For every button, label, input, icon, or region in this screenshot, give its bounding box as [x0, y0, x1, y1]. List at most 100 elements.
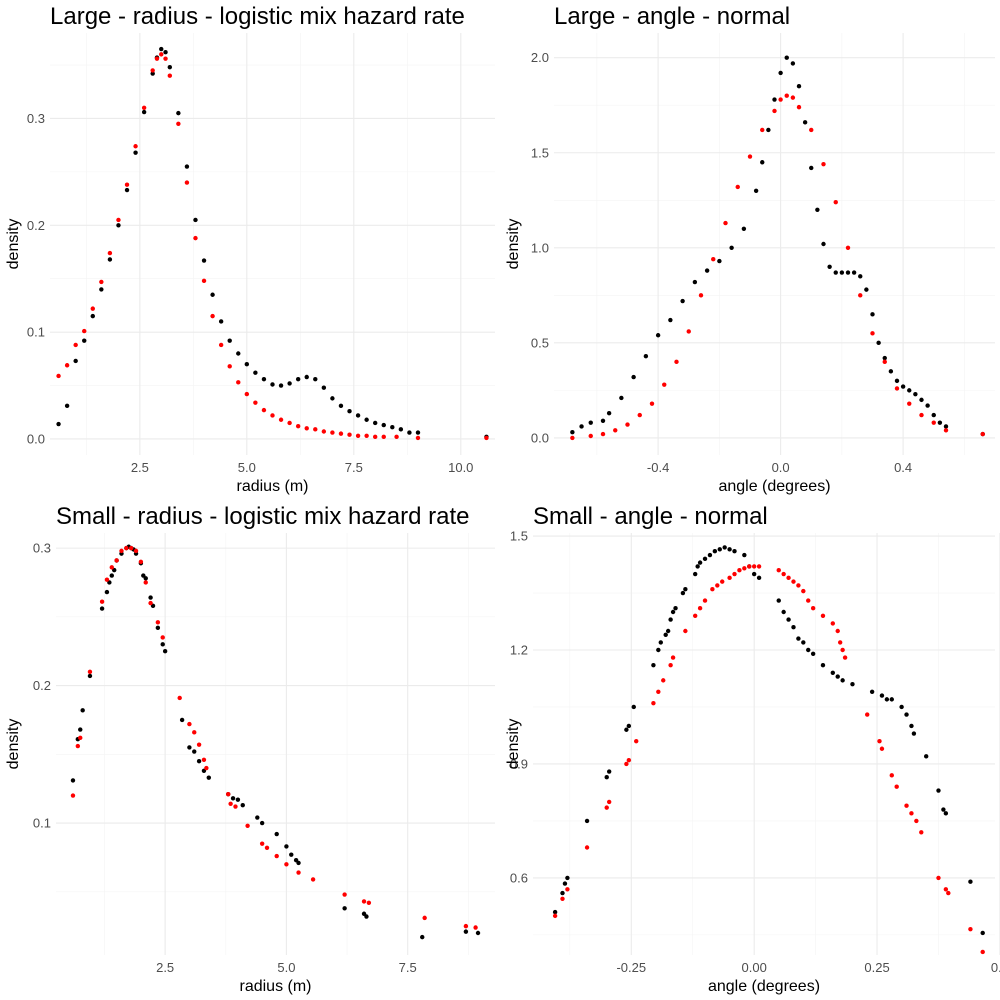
data-point	[723, 220, 728, 226]
data-point	[870, 312, 875, 317]
data-point	[228, 801, 233, 806]
data-point	[159, 52, 164, 57]
data-point	[338, 403, 344, 409]
data-point	[697, 606, 703, 611]
data-point	[717, 258, 722, 264]
data-point	[73, 342, 78, 348]
y-tick-label: 0.1	[27, 325, 45, 340]
data-point	[236, 351, 241, 356]
data-point	[833, 199, 838, 205]
data-point	[372, 420, 378, 426]
chart-large-angle: -0.4 0.0 0.4 0.0 0.5 1.0 1.5 2.0 Large - angle -…	[505, 3, 995, 495]
data-point	[160, 635, 165, 640]
data-point	[196, 758, 202, 764]
data-point	[907, 401, 912, 406]
data-point	[884, 697, 890, 702]
data-point	[184, 164, 190, 169]
data-point	[776, 598, 781, 603]
y-axis-title: density	[5, 719, 22, 770]
data-point	[968, 879, 973, 884]
data-point	[756, 575, 762, 581]
data-point	[717, 547, 722, 552]
data-point	[82, 338, 87, 343]
data-point	[810, 651, 816, 656]
data-point	[109, 573, 114, 578]
data-point	[624, 727, 629, 732]
data-point	[821, 161, 826, 167]
data-point	[562, 881, 568, 886]
data-point	[579, 424, 584, 429]
data-point	[686, 329, 691, 334]
data-point	[133, 548, 139, 554]
data-point	[56, 421, 61, 427]
data-point	[751, 564, 757, 569]
c1-series-0	[570, 55, 985, 437]
y-tick-label: 0.3	[27, 111, 45, 126]
data-point	[692, 613, 698, 619]
data-point	[931, 420, 936, 425]
y-tick-label: 2.0	[531, 50, 549, 65]
data-point	[133, 144, 138, 149]
data-point	[796, 583, 801, 588]
data-point	[148, 595, 153, 600]
data-point	[674, 359, 679, 365]
data-point	[904, 803, 909, 808]
data-point	[116, 223, 121, 228]
data-point	[858, 274, 863, 279]
data-point	[422, 915, 427, 921]
x-tick-label: -0.4	[647, 460, 669, 475]
data-point	[338, 431, 344, 436]
data-point	[980, 949, 985, 955]
data-point	[163, 50, 168, 55]
data-point	[604, 805, 609, 810]
data-point	[176, 121, 181, 127]
data-point	[889, 773, 894, 778]
data-point	[364, 914, 369, 919]
data-point	[791, 579, 796, 584]
data-point	[786, 617, 791, 622]
data-point	[919, 412, 924, 418]
data-point	[801, 588, 806, 594]
x-tick-label: 5.0	[277, 960, 295, 975]
data-point	[148, 600, 153, 606]
data-point	[784, 93, 789, 98]
data-point	[201, 278, 207, 284]
data-point	[167, 73, 173, 78]
data-point	[673, 606, 678, 611]
data-point	[304, 426, 309, 431]
data-point	[347, 408, 352, 414]
data-point	[177, 695, 182, 701]
data-point	[342, 906, 347, 911]
data-point	[943, 811, 949, 816]
data-point	[90, 306, 95, 311]
x-tick-label: 10.0	[448, 460, 473, 475]
data-point	[827, 264, 832, 270]
data-point	[114, 558, 119, 563]
data-point	[913, 391, 918, 397]
data-point	[840, 678, 845, 683]
data-point	[193, 217, 198, 223]
data-point	[565, 887, 570, 892]
data-point	[78, 727, 83, 732]
data-point	[697, 560, 703, 565]
data-point	[99, 606, 105, 611]
data-point	[192, 749, 197, 754]
data-point	[600, 418, 606, 423]
data-point	[473, 925, 478, 930]
data-point	[835, 674, 840, 679]
data-point	[870, 331, 875, 336]
data-point	[786, 575, 791, 581]
data-point	[888, 369, 894, 374]
data-point	[624, 761, 629, 767]
data-point	[772, 97, 777, 102]
y-tick-label: 0.6	[510, 870, 528, 885]
panel-small-angle: -0.25 0.00 0.25 0.5 0.6 0.9 1.2 1.5 Small - angl…	[500, 500, 1000, 1000]
data-point	[737, 568, 742, 573]
data-point	[626, 757, 632, 763]
data-point	[670, 655, 676, 660]
y-tick-label: 0.2	[27, 218, 45, 233]
data-point	[295, 423, 301, 429]
data-point	[904, 712, 909, 717]
data-point	[651, 662, 656, 668]
data-point	[606, 410, 612, 416]
